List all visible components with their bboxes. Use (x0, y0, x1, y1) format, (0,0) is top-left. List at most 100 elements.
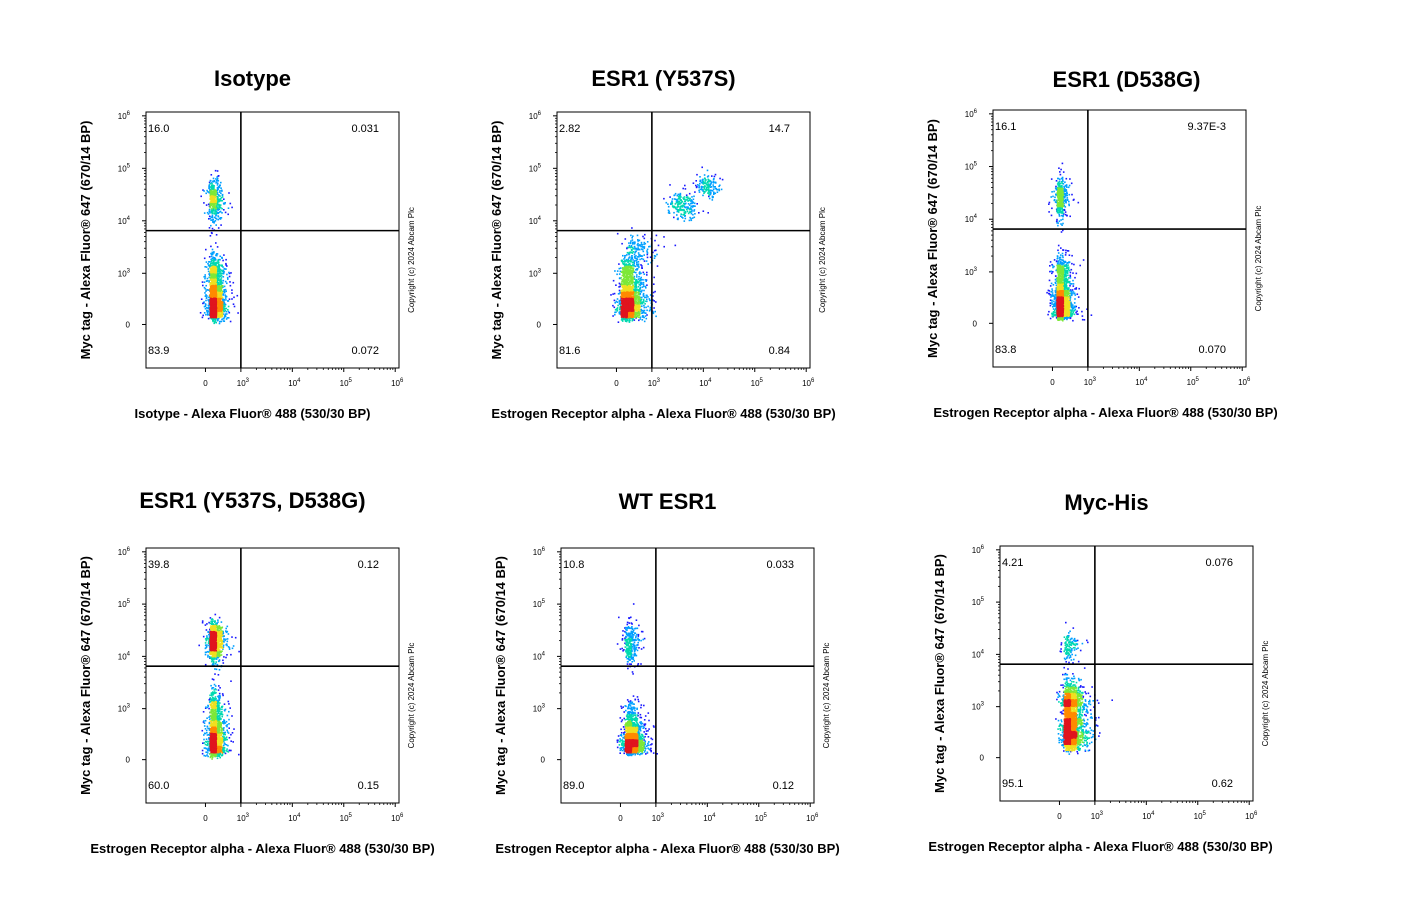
x-tick-label: 106 (391, 378, 404, 388)
event-dot (203, 190, 205, 192)
event-dot (212, 208, 214, 211)
event-dot (653, 307, 655, 309)
event-dot (218, 311, 220, 314)
event-dot (209, 286, 212, 288)
event-dot (213, 287, 215, 289)
event-dot (624, 299, 626, 302)
event-dot (212, 177, 215, 180)
event-dot (637, 247, 639, 249)
event-dot (215, 293, 217, 296)
event-dot (638, 299, 640, 301)
event-dot (698, 212, 700, 214)
event-dot (630, 246, 632, 249)
event-dot (225, 290, 227, 293)
event-dot (654, 239, 656, 242)
event-dot (621, 300, 623, 303)
event-dot (635, 271, 637, 274)
event-dot (211, 186, 214, 188)
event-dot (229, 202, 232, 205)
event-dot (214, 268, 217, 270)
event-dot (216, 319, 219, 322)
event-dot (207, 203, 210, 206)
event-dot (214, 169, 217, 172)
event-dot (218, 286, 220, 289)
event-dot (638, 248, 641, 251)
event-dot (224, 294, 226, 296)
event-dot (210, 203, 213, 205)
event-dot (228, 311, 231, 314)
event-dot (627, 270, 629, 273)
event-dot (209, 205, 211, 208)
event-dot (219, 283, 222, 286)
event-dot (212, 193, 215, 195)
event-dot (681, 206, 684, 208)
event-dot (210, 311, 213, 313)
event-dot (210, 198, 212, 200)
event-dot (688, 219, 691, 222)
event-dot (211, 211, 213, 214)
event-dot (699, 176, 701, 178)
event-dot (218, 186, 221, 189)
event-dot (624, 254, 627, 257)
event-dot (633, 255, 636, 258)
event-dot (226, 282, 228, 285)
event-dot (206, 289, 209, 291)
event-dot (624, 238, 627, 240)
event-dot (208, 256, 211, 258)
event-dot (228, 272, 231, 275)
event-dot (701, 186, 704, 188)
event-dot (624, 264, 627, 266)
event-dot (692, 213, 694, 216)
event-dot (695, 180, 697, 182)
event-dot (619, 291, 621, 294)
y-tick-label: 105 (118, 163, 131, 173)
event-dot (708, 185, 711, 188)
event-dot (215, 207, 217, 210)
event-dot (694, 191, 696, 193)
event-dot (231, 292, 233, 294)
event-dot (209, 267, 211, 269)
event-dot (688, 192, 691, 195)
event-dot (206, 189, 208, 192)
event-dot (641, 265, 643, 267)
event-dot (213, 275, 215, 277)
event-dot (614, 309, 617, 311)
event-dot (646, 274, 648, 276)
event-dot (210, 180, 212, 182)
event-dot (213, 283, 216, 286)
event-dot (215, 195, 218, 198)
event-dot (614, 270, 616, 272)
event-dot (686, 208, 688, 211)
event-dot (213, 322, 215, 325)
event-dot (215, 292, 218, 295)
event-dot (204, 288, 207, 290)
event-dot (642, 281, 645, 284)
y-tick-label: 104 (118, 216, 131, 226)
event-dot (620, 277, 623, 279)
event-dot (202, 189, 204, 191)
event-dot (713, 191, 715, 194)
event-dot (223, 267, 226, 270)
event-dot (627, 268, 629, 271)
event-dot (216, 178, 219, 180)
event-dot (633, 289, 635, 291)
event-dot (673, 211, 675, 214)
event-dot (703, 182, 705, 185)
event-dot (212, 316, 214, 319)
event-dot (209, 193, 212, 195)
event-dot (640, 298, 643, 301)
event-dot (213, 280, 215, 282)
event-dot (214, 319, 216, 322)
event-dot (209, 204, 211, 206)
event-dot (623, 263, 625, 265)
event-dot (215, 192, 218, 194)
event-dot (212, 262, 215, 264)
event-dot (213, 203, 216, 205)
event-dot (218, 288, 221, 291)
event-dot (215, 224, 217, 226)
event-dot (684, 210, 686, 213)
event-dot (221, 212, 223, 214)
event-dot (206, 277, 209, 280)
event-dot (209, 300, 212, 303)
event-dot (211, 182, 213, 185)
